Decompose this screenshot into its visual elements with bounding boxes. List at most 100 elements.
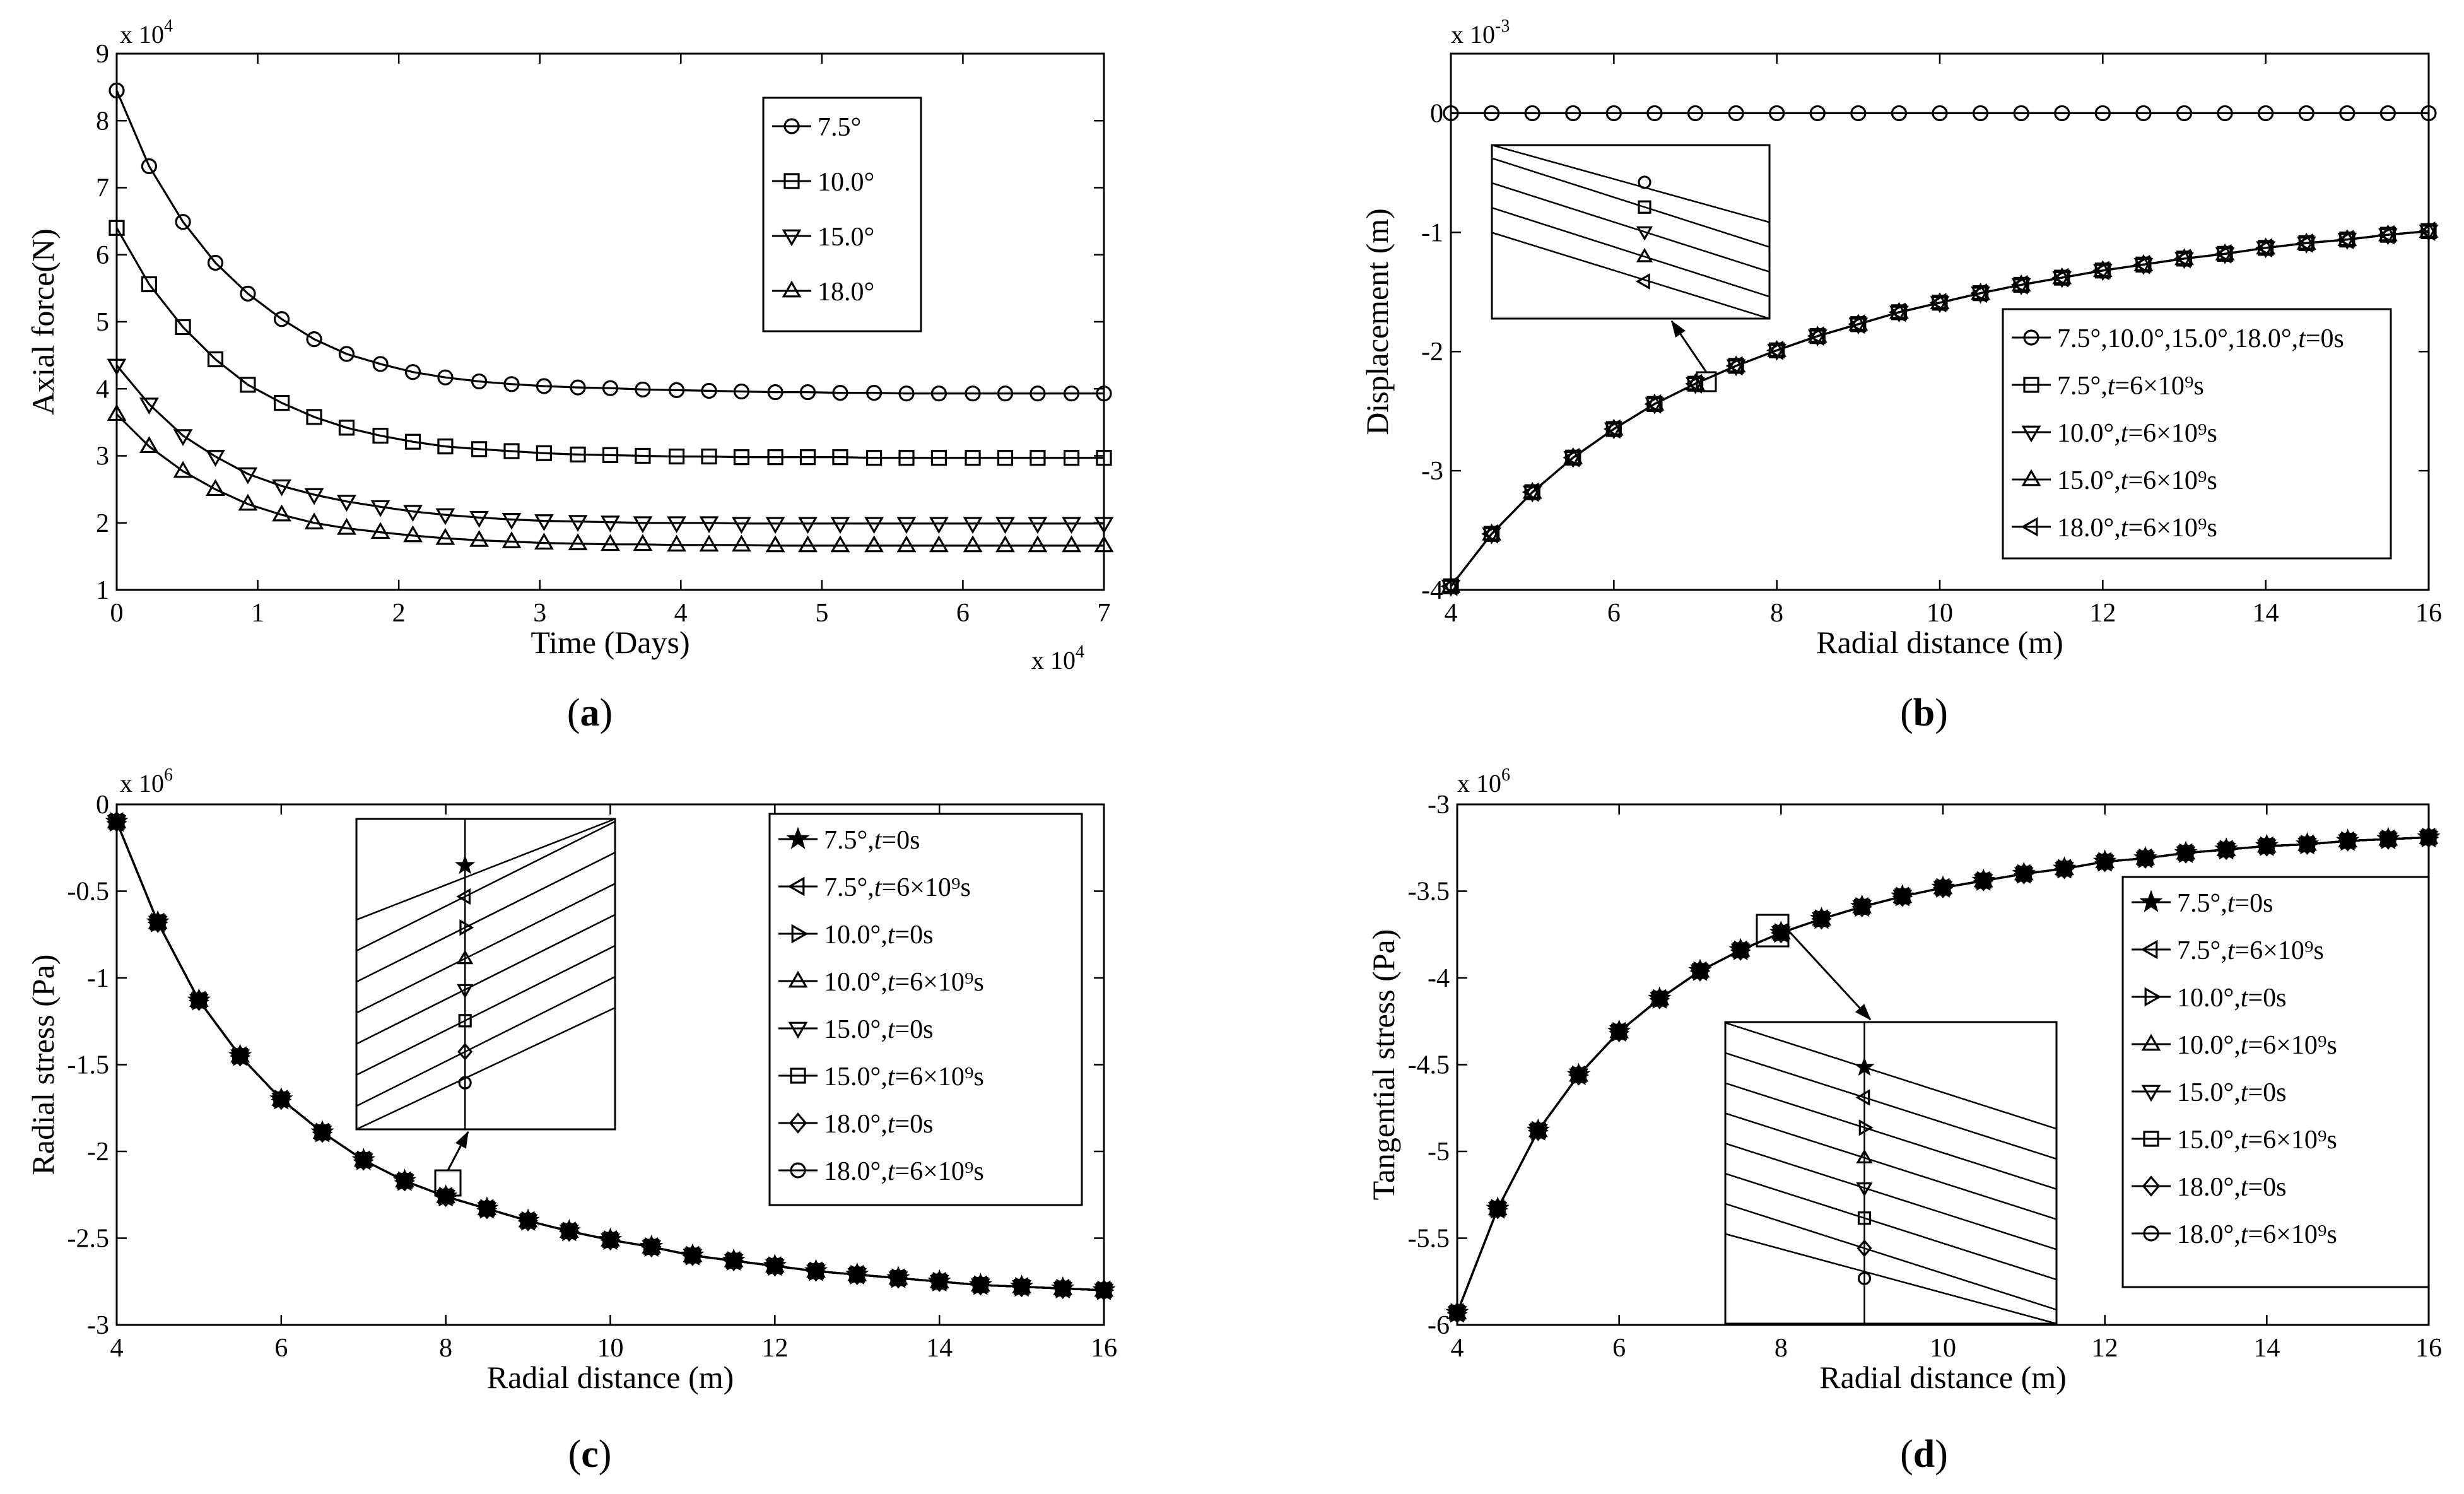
data-point bbox=[1563, 447, 1580, 468]
legend-name: 10.0°, bbox=[824, 921, 888, 950]
legend-entry: 15.0°,t=6×10⁹s bbox=[2012, 466, 2217, 495]
y-multiplier-exp: 6 bbox=[1501, 765, 1510, 785]
legend-t: t bbox=[888, 968, 896, 997]
data-point bbox=[2096, 850, 2114, 873]
data-point bbox=[1894, 888, 1911, 905]
x-tick-label: 3 bbox=[533, 599, 546, 628]
data-point bbox=[997, 385, 1014, 402]
data-point bbox=[701, 448, 717, 465]
data-point bbox=[1447, 1306, 1467, 1324]
legend-entry: 7.5°,10.0°,15.0°,18.0°,t=0s bbox=[2012, 324, 2344, 353]
legend-frame bbox=[2002, 308, 2392, 560]
data-point bbox=[353, 1150, 373, 1167]
data-point bbox=[832, 449, 848, 466]
data-point bbox=[1530, 1122, 1546, 1139]
legend-name: 15.0°, bbox=[824, 1062, 888, 1091]
legend-entry: 18.0°,t=0s bbox=[2132, 1173, 2287, 1202]
data-point bbox=[1062, 535, 1081, 553]
inset-line bbox=[1491, 232, 1770, 320]
x-tick-label: 0 bbox=[110, 599, 124, 628]
data-point bbox=[1813, 910, 1830, 927]
data-point bbox=[1481, 524, 1498, 544]
legend-frame bbox=[762, 97, 922, 332]
data-point bbox=[109, 82, 125, 99]
legend-d: 7.5°,t=0s7.5°,t=6×10⁹s10.0°,t=0s10.0°,t=… bbox=[2121, 876, 2430, 1288]
legend-t: t bbox=[2298, 324, 2306, 353]
data-point bbox=[2015, 863, 2033, 885]
x-tick-label: 10 bbox=[1930, 1334, 1956, 1363]
data-point bbox=[314, 1124, 331, 1141]
y-multiplier: x 10-3 bbox=[1451, 16, 1510, 49]
series-line bbox=[115, 413, 1104, 547]
y-tick-label: 6 bbox=[96, 241, 109, 270]
data-point bbox=[107, 358, 127, 376]
data-point bbox=[437, 369, 454, 385]
legend-marker bbox=[790, 1068, 806, 1084]
legend-label: 18.0°,t=6×10⁹s bbox=[824, 1157, 984, 1186]
inset-line bbox=[1725, 1021, 2057, 1130]
legend-t-value: =0s bbox=[895, 1015, 933, 1044]
data-point bbox=[479, 1201, 495, 1217]
inset-marker bbox=[459, 919, 474, 936]
inset-line bbox=[356, 883, 616, 1014]
panel-label-letter: c bbox=[581, 1433, 599, 1476]
x-tick-label: 12 bbox=[2089, 599, 2116, 628]
data-point bbox=[238, 493, 258, 511]
data-point bbox=[2418, 221, 2436, 241]
legend-t: t bbox=[2227, 936, 2236, 965]
data-point bbox=[667, 516, 686, 534]
data-point bbox=[732, 534, 751, 552]
legend-entry: 7.5° bbox=[772, 113, 861, 142]
x-axis-label: Radial distance (m) bbox=[1816, 625, 2063, 660]
data-point bbox=[725, 1252, 742, 1269]
data-point bbox=[1524, 105, 1540, 122]
data-point bbox=[312, 1122, 332, 1139]
data-point bbox=[864, 517, 884, 534]
data-point bbox=[139, 397, 159, 415]
data-point bbox=[238, 467, 258, 485]
legend-t: t bbox=[2121, 466, 2129, 495]
data-point bbox=[148, 912, 168, 929]
legend-entry: 7.5°,t=6×10⁹s bbox=[778, 873, 971, 902]
data-point bbox=[830, 535, 850, 553]
data-point bbox=[1848, 314, 1865, 334]
x-tick-label: 14 bbox=[926, 1334, 953, 1363]
legend-marker bbox=[2143, 1131, 2159, 1147]
zoom-arrow-head bbox=[1671, 320, 1686, 338]
legend-entry: 18.0° bbox=[772, 278, 874, 307]
data-point bbox=[2174, 249, 2191, 269]
y-tick-label: -3 bbox=[1428, 791, 1450, 820]
data-point bbox=[2010, 275, 2028, 295]
legend-entry: 10.0°,t=6×10⁹s bbox=[2012, 419, 2217, 448]
data-point bbox=[1889, 302, 1906, 322]
data-point bbox=[1522, 482, 1539, 502]
legend-name: 10.0°, bbox=[2177, 984, 2241, 1013]
legend-label: 10.0° bbox=[818, 168, 874, 197]
data-point bbox=[798, 517, 818, 534]
legend-entry: 15.0°,t=6×10⁹s bbox=[2132, 1126, 2337, 1155]
x-tick-label: 12 bbox=[761, 1334, 788, 1363]
data-point bbox=[1030, 385, 1046, 402]
y-tick-label: 8 bbox=[96, 107, 109, 136]
data-point bbox=[1690, 964, 1710, 982]
y-tick-label: -5 bbox=[1428, 1138, 1450, 1167]
legend-name: 7.5°, bbox=[2057, 372, 2108, 401]
series-a-1 bbox=[109, 220, 1112, 466]
data-point bbox=[109, 813, 125, 830]
data-point bbox=[189, 994, 209, 1011]
y-tick-label: 1 bbox=[96, 576, 109, 605]
inset-marker bbox=[456, 888, 471, 905]
inset-marker bbox=[1638, 200, 1651, 214]
x-tick-label: 4 bbox=[1445, 599, 1458, 628]
legend-name: 10.0°, bbox=[2057, 419, 2121, 448]
series-line bbox=[115, 821, 1105, 1291]
data-point bbox=[830, 517, 850, 534]
data-point bbox=[141, 158, 158, 175]
data-point bbox=[1055, 1280, 1071, 1297]
y-axis-label: Displacement (m) bbox=[1359, 208, 1395, 435]
inset-marker bbox=[1636, 247, 1653, 262]
chart-panel-b: 4 6 8 10 12 14 16 -4 -3 -2 -1 0 Radial distance (m) D… bbox=[1359, 16, 2442, 734]
data-point bbox=[2054, 105, 2070, 122]
data-point bbox=[1449, 1305, 1465, 1321]
panel-label: (b) bbox=[1900, 691, 1948, 734]
